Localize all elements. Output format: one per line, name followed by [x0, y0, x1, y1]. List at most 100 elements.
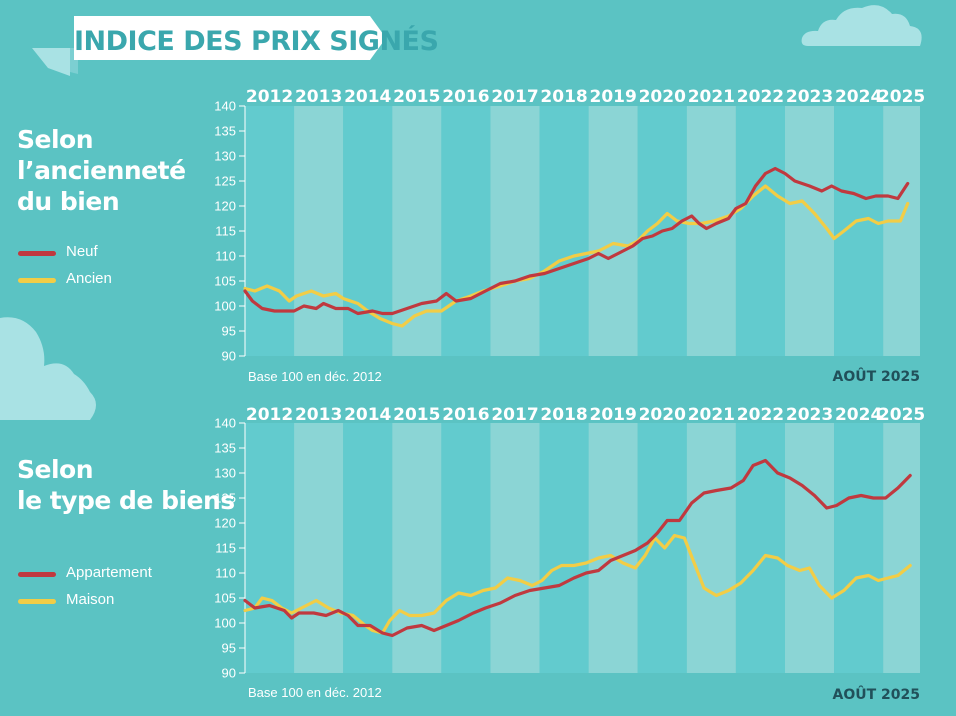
year-band: [245, 106, 295, 356]
year-label: 2022: [737, 87, 784, 107]
year-band: [883, 106, 920, 356]
year-band: [490, 423, 540, 673]
chart-2-title: Selon le type de biens: [17, 454, 235, 516]
year-label: 2020: [639, 87, 686, 107]
year-band: [735, 423, 785, 673]
year-band: [539, 106, 589, 356]
cloud-left-icon: [0, 317, 96, 420]
year-band: [637, 423, 687, 673]
year-label: 2018: [540, 87, 587, 107]
year-label: 2012: [246, 87, 293, 107]
year-band: [392, 423, 442, 673]
y-tick-label: 125: [214, 491, 236, 506]
y-tick-label: 115: [215, 224, 236, 239]
series-line-neuf: [243, 166, 910, 316]
year-label: 2025: [878, 87, 925, 107]
y-tick-label: 100: [214, 299, 236, 314]
y-tick-label: 110: [215, 566, 236, 581]
chart-1-date: AOÛT 2025: [832, 369, 921, 385]
year-band: [539, 423, 589, 673]
year-band: [343, 423, 393, 673]
series-line-ancien: [243, 184, 910, 328]
chart-2-title-line: Selon: [17, 455, 94, 484]
year-band: [686, 106, 736, 356]
legend-label: Maison: [66, 591, 115, 608]
year-label: 2024: [835, 87, 882, 107]
year-label: 2019: [590, 87, 637, 107]
legend-swatch-yellow: [18, 278, 56, 283]
y-tick-label: 95: [222, 324, 236, 339]
series-line-maison: [243, 533, 912, 635]
chart-1-title: Selon l’ancienneté du bien: [17, 124, 186, 217]
y-tick-label: 130: [214, 466, 236, 481]
y-tick-label: 90: [222, 349, 236, 364]
y-tick-label: 120: [214, 516, 236, 531]
year-band: [834, 423, 884, 673]
year-label: 2021: [688, 87, 735, 107]
chart-1-title-line: Selon: [17, 125, 94, 154]
chart-1-title-line: du bien: [17, 187, 120, 216]
year-label: 2020: [639, 405, 686, 425]
year-band: [883, 423, 920, 673]
y-tick-label: 135: [214, 441, 236, 456]
year-label: 2017: [491, 87, 538, 107]
year-band: [245, 423, 295, 673]
year-band: [785, 106, 835, 356]
legend-swatch-yellow: [18, 599, 56, 604]
year-band: [441, 423, 491, 673]
y-tick-label: 130: [214, 149, 236, 164]
y-tick-label: 135: [214, 124, 236, 139]
year-label: 2023: [786, 405, 833, 425]
y-tick-label: 125: [214, 174, 236, 189]
year-label: 2015: [393, 87, 440, 107]
year-label: 2013: [295, 405, 342, 425]
y-tick-label: 105: [214, 591, 236, 606]
legend-swatch-red: [18, 251, 56, 256]
year-label: 2022: [737, 405, 784, 425]
year-band: [294, 106, 344, 356]
chart-2-base-note: Base 100 en déc. 2012: [248, 685, 382, 700]
year-band: [294, 423, 344, 673]
chart-1-base-note: Base 100 en déc. 2012: [248, 369, 382, 384]
year-label: 2017: [491, 405, 538, 425]
year-band: [490, 106, 540, 356]
y-tick-label: 110: [215, 249, 236, 264]
title-ribbon: [32, 16, 386, 76]
year-band: [785, 423, 835, 673]
year-label: 2023: [786, 87, 833, 107]
year-label: 2014: [344, 87, 391, 107]
y-tick-label: 115: [215, 541, 236, 556]
year-band: [735, 106, 785, 356]
year-label: 2014: [344, 405, 391, 425]
y-tick-label: 105: [214, 274, 236, 289]
legend-label: Neuf: [66, 243, 98, 260]
year-label: 2013: [295, 87, 342, 107]
year-label: 2019: [590, 405, 637, 425]
y-tick-label: 100: [214, 616, 236, 631]
y-tick-label: 90: [222, 666, 236, 681]
year-label: 2021: [688, 405, 735, 425]
cloud-top-right-icon: [801, 5, 922, 47]
year-label: 2015: [393, 405, 440, 425]
legend-label: Ancien: [66, 270, 112, 287]
year-label: 2025: [878, 405, 925, 425]
series-line-appartement: [243, 458, 912, 638]
legend-label: Appartement: [66, 564, 152, 581]
year-label: 2018: [540, 405, 587, 425]
y-tick-label: 120: [214, 199, 236, 214]
legend-swatch-red: [18, 572, 56, 577]
chart-2-date: AOÛT 2025: [832, 687, 921, 703]
year-band: [588, 423, 638, 673]
year-band: [441, 106, 491, 356]
year-band: [686, 423, 736, 673]
year-band: [588, 106, 638, 356]
year-label: 2016: [442, 87, 489, 107]
year-label: 2024: [835, 405, 882, 425]
chart-2-title-line: le type de biens: [17, 486, 235, 515]
y-tick-label: 95: [222, 641, 236, 656]
y-tick-label: 140: [214, 99, 236, 114]
y-tick-label: 140: [214, 416, 236, 431]
chart-1-title-line: l’ancienneté: [17, 156, 186, 185]
